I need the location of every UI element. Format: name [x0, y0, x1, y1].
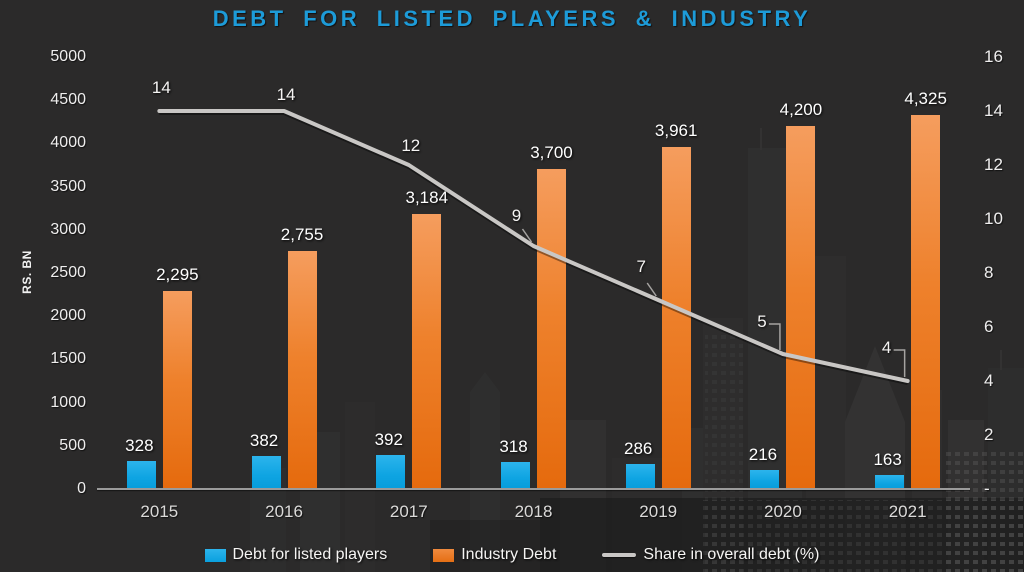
listed-players-value-label: 163: [873, 449, 902, 469]
y-axis-left-tick: 1000: [50, 393, 86, 411]
x-axis-label: 2020: [764, 502, 802, 521]
listed-players-value-label: 382: [249, 430, 279, 450]
listed-players-value-label: 328: [125, 435, 154, 455]
listed-players-bar: [875, 474, 905, 489]
legend-color-swatch: [204, 548, 226, 562]
y-axis-right-tick: 12: [984, 155, 1003, 174]
legend-color-swatch: [433, 548, 455, 562]
listed-players-bar: [126, 460, 156, 489]
industry-debt-value-label: 2,755: [280, 224, 324, 244]
y-axis-left-tick: 2500: [50, 264, 86, 281]
industry-debt-value-label: 4,325: [904, 89, 947, 109]
legend-item-industry-debt: Industry Debt: [433, 546, 556, 564]
share-line-value-label: 14: [151, 78, 171, 97]
legend-item-share-in-overall-debt-: Share in overall debt (%): [602, 546, 819, 564]
listed-players-value-label: 318: [499, 436, 528, 456]
listed-players-bar: [501, 461, 530, 489]
y-axis-right-tick: 8: [984, 263, 994, 282]
listed-players-value-label: 392: [374, 430, 403, 450]
y-axis-right-tick: 10: [984, 209, 1003, 228]
x-axis-label: 2018: [514, 502, 553, 521]
industry-debt-value-label: 3,961: [654, 120, 698, 140]
y-axis-left-tick: 4500: [50, 91, 86, 109]
y-axis-left-tick: 500: [59, 436, 86, 454]
legend-label: Share in overall debt (%): [643, 546, 820, 563]
x-axis-label: 2016: [265, 502, 303, 521]
listed-players-bar: [251, 455, 281, 489]
y-axis-left-tick: 3000: [50, 220, 86, 238]
industry-debt-bar: [287, 250, 317, 489]
legend-label: Debt for listed players: [232, 546, 388, 563]
legend-label: Industry Debt: [461, 546, 557, 563]
y-axis-left-tick: 5000: [50, 48, 86, 65]
legend-line-swatch: [602, 553, 637, 557]
industry-debt-value-label: 3,700: [530, 143, 573, 163]
chart-title: DEBT FOR LISTED PLAYERS & INDUSTRY: [212, 6, 812, 31]
share-line-value-label: 7: [636, 257, 646, 276]
industry-debt-bar: [162, 290, 192, 489]
industry-debt-bar: [911, 115, 941, 489]
y-axis-left-tick: 0: [77, 480, 86, 497]
x-axis-label: 2019: [639, 502, 678, 521]
y-axis-left-tick: 3500: [50, 177, 86, 195]
share-line-value-label: 14: [276, 85, 296, 104]
y-axis-right-tick: 2: [984, 425, 994, 444]
share-line-value-label: 5: [757, 312, 767, 331]
share-line-value-label: 4: [881, 338, 892, 357]
y-axis-left-tick: 4000: [50, 134, 86, 152]
y-axis-right-tick: 4: [984, 371, 994, 390]
industry-debt-bar: [786, 126, 816, 489]
legend-item-debt-for-listed-players: Debt for listed players: [204, 546, 388, 564]
listed-players-bar: [625, 464, 655, 489]
listed-players-bar: [376, 455, 406, 489]
share-line-value-label: 12: [401, 136, 421, 155]
industry-debt-value-label: 2,295: [156, 264, 199, 284]
y-axis-left-tick: 2000: [50, 307, 86, 325]
y-axis-left-tick: 1500: [50, 350, 86, 368]
x-axis-line: [97, 488, 970, 490]
x-axis-label: 2021: [888, 502, 927, 521]
listed-players-value-label: 286: [624, 439, 653, 459]
industry-debt-value-label: 4,200: [779, 100, 823, 120]
y-axis-right-tick: 14: [984, 101, 1003, 120]
industry-debt-value-label: 3,184: [405, 187, 449, 207]
x-axis-label: 2017: [389, 502, 428, 521]
y-axis-right-tick: 16: [984, 47, 1003, 66]
share-line-value-label: 9: [511, 206, 522, 225]
x-axis-label: 2015: [140, 502, 179, 521]
y-axis-right-tick: -: [984, 479, 990, 498]
y-axis-right-tick: 6: [984, 317, 994, 336]
listed-players-value-label: 216: [748, 445, 778, 465]
chart-legend: Debt for listed players Industry Debt Shar…: [0, 546, 1024, 564]
listed-players-bar: [750, 470, 780, 489]
